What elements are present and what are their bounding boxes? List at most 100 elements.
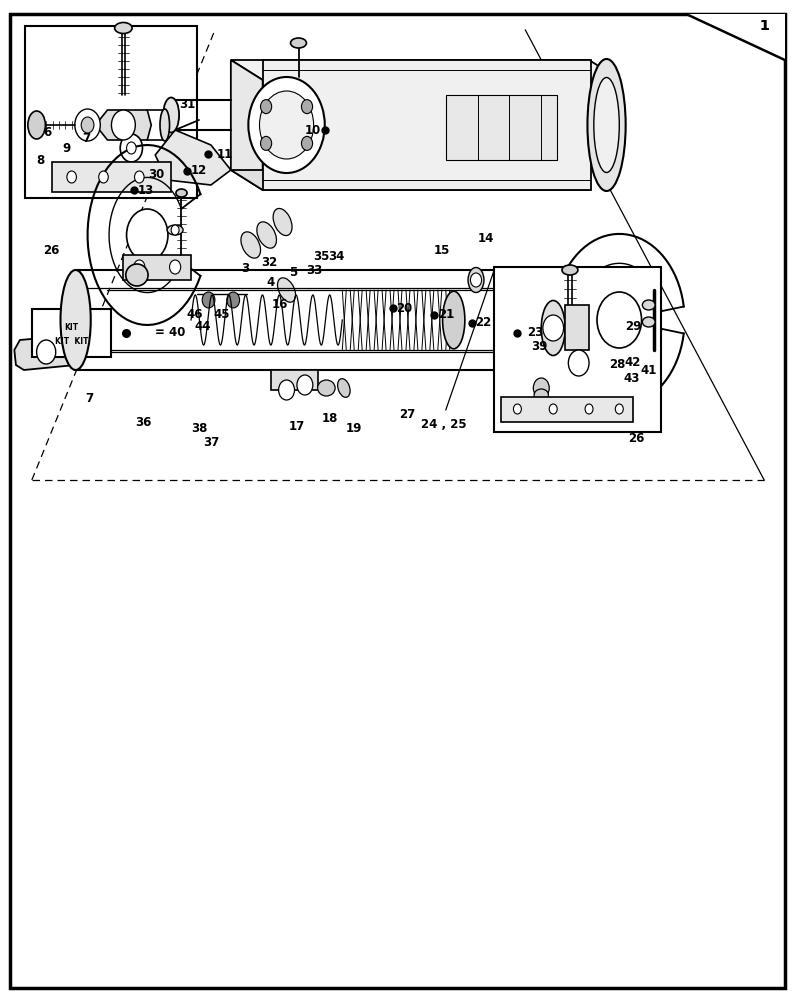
Text: 46: 46 [187, 308, 203, 322]
Text: 43: 43 [623, 372, 639, 385]
Text: 27: 27 [400, 408, 416, 422]
Text: 6: 6 [44, 125, 52, 138]
Circle shape [170, 260, 181, 274]
Ellipse shape [587, 59, 626, 191]
Text: 9: 9 [62, 141, 70, 154]
Ellipse shape [642, 317, 655, 327]
Polygon shape [231, 60, 621, 80]
Bar [494, 267, 661, 432]
Text: 35: 35 [314, 250, 330, 263]
Circle shape [81, 117, 94, 133]
Circle shape [227, 292, 240, 308]
Ellipse shape [273, 208, 292, 236]
Circle shape [75, 109, 100, 141]
Circle shape [470, 273, 482, 287]
Circle shape [37, 340, 56, 364]
Text: = 40: = 40 [155, 326, 185, 340]
Text: 26: 26 [44, 243, 60, 256]
Polygon shape [14, 335, 76, 370]
Text: 33: 33 [306, 264, 322, 277]
Circle shape [120, 134, 142, 162]
Circle shape [543, 315, 564, 341]
Circle shape [171, 225, 179, 235]
Ellipse shape [541, 300, 565, 356]
Ellipse shape [28, 111, 45, 139]
Text: 15: 15 [434, 243, 450, 256]
Ellipse shape [278, 278, 295, 302]
Text: 23: 23 [527, 326, 543, 340]
Circle shape [597, 292, 642, 348]
Circle shape [127, 142, 136, 154]
Text: 24 , 25: 24 , 25 [421, 418, 467, 430]
Text: 11: 11 [217, 147, 232, 160]
Text: 14: 14 [478, 232, 494, 244]
Text: KIT  KIT: KIT KIT [55, 336, 88, 346]
Ellipse shape [318, 380, 335, 396]
Polygon shape [231, 170, 589, 190]
Bar [501, 397, 633, 422]
Text: 20: 20 [396, 302, 412, 314]
Text: 10: 10 [305, 123, 321, 136]
Text: 29: 29 [625, 320, 641, 332]
Ellipse shape [241, 232, 260, 258]
Text: 18: 18 [322, 412, 338, 424]
Ellipse shape [163, 98, 179, 132]
Text: 22: 22 [475, 316, 491, 330]
Circle shape [202, 292, 215, 308]
Polygon shape [155, 130, 231, 185]
Bar [446, 95, 557, 160]
Text: 28: 28 [609, 359, 625, 371]
Circle shape [533, 378, 549, 398]
Text: 1: 1 [759, 19, 769, 33]
Ellipse shape [642, 300, 655, 310]
Text: 7: 7 [82, 131, 90, 144]
Circle shape [135, 171, 144, 183]
Text: 1: 1 [759, 19, 769, 33]
Text: 17: 17 [289, 420, 305, 432]
Ellipse shape [443, 291, 465, 349]
Text: 45: 45 [213, 308, 229, 322]
Polygon shape [96, 110, 151, 140]
Ellipse shape [594, 78, 619, 172]
Bar [263, 60, 591, 190]
Circle shape [67, 171, 76, 183]
Circle shape [111, 110, 135, 140]
Text: 5: 5 [289, 266, 297, 279]
Ellipse shape [115, 22, 132, 33]
Text: 36: 36 [135, 416, 151, 430]
Ellipse shape [468, 267, 484, 292]
Circle shape [568, 350, 589, 376]
Circle shape [297, 375, 313, 395]
Ellipse shape [257, 222, 276, 248]
Circle shape [248, 77, 325, 173]
Circle shape [127, 209, 168, 261]
Bar [52, 162, 171, 192]
Text: 13: 13 [138, 184, 154, 196]
Circle shape [260, 136, 271, 150]
Circle shape [260, 100, 271, 114]
Ellipse shape [126, 264, 148, 286]
Ellipse shape [338, 379, 350, 397]
Text: 26: 26 [629, 432, 645, 444]
Text: 34: 34 [328, 250, 344, 263]
Circle shape [134, 260, 145, 274]
Text: 38: 38 [191, 422, 207, 434]
Circle shape [302, 100, 313, 114]
Text: 39: 39 [532, 340, 548, 353]
Ellipse shape [291, 38, 306, 48]
Ellipse shape [160, 109, 170, 141]
Text: 19: 19 [346, 422, 362, 434]
Circle shape [99, 171, 108, 183]
Text: KIT: KIT [64, 322, 79, 332]
Text: 37: 37 [203, 436, 219, 448]
Text: 44: 44 [195, 320, 211, 334]
Bar [25, 26, 197, 198]
Text: 8: 8 [37, 153, 45, 166]
Text: 4: 4 [267, 275, 275, 288]
Polygon shape [123, 255, 191, 280]
Text: 16: 16 [272, 298, 288, 312]
Text: 32: 32 [261, 256, 277, 269]
Ellipse shape [167, 225, 183, 235]
Polygon shape [231, 60, 263, 190]
Circle shape [585, 404, 593, 414]
